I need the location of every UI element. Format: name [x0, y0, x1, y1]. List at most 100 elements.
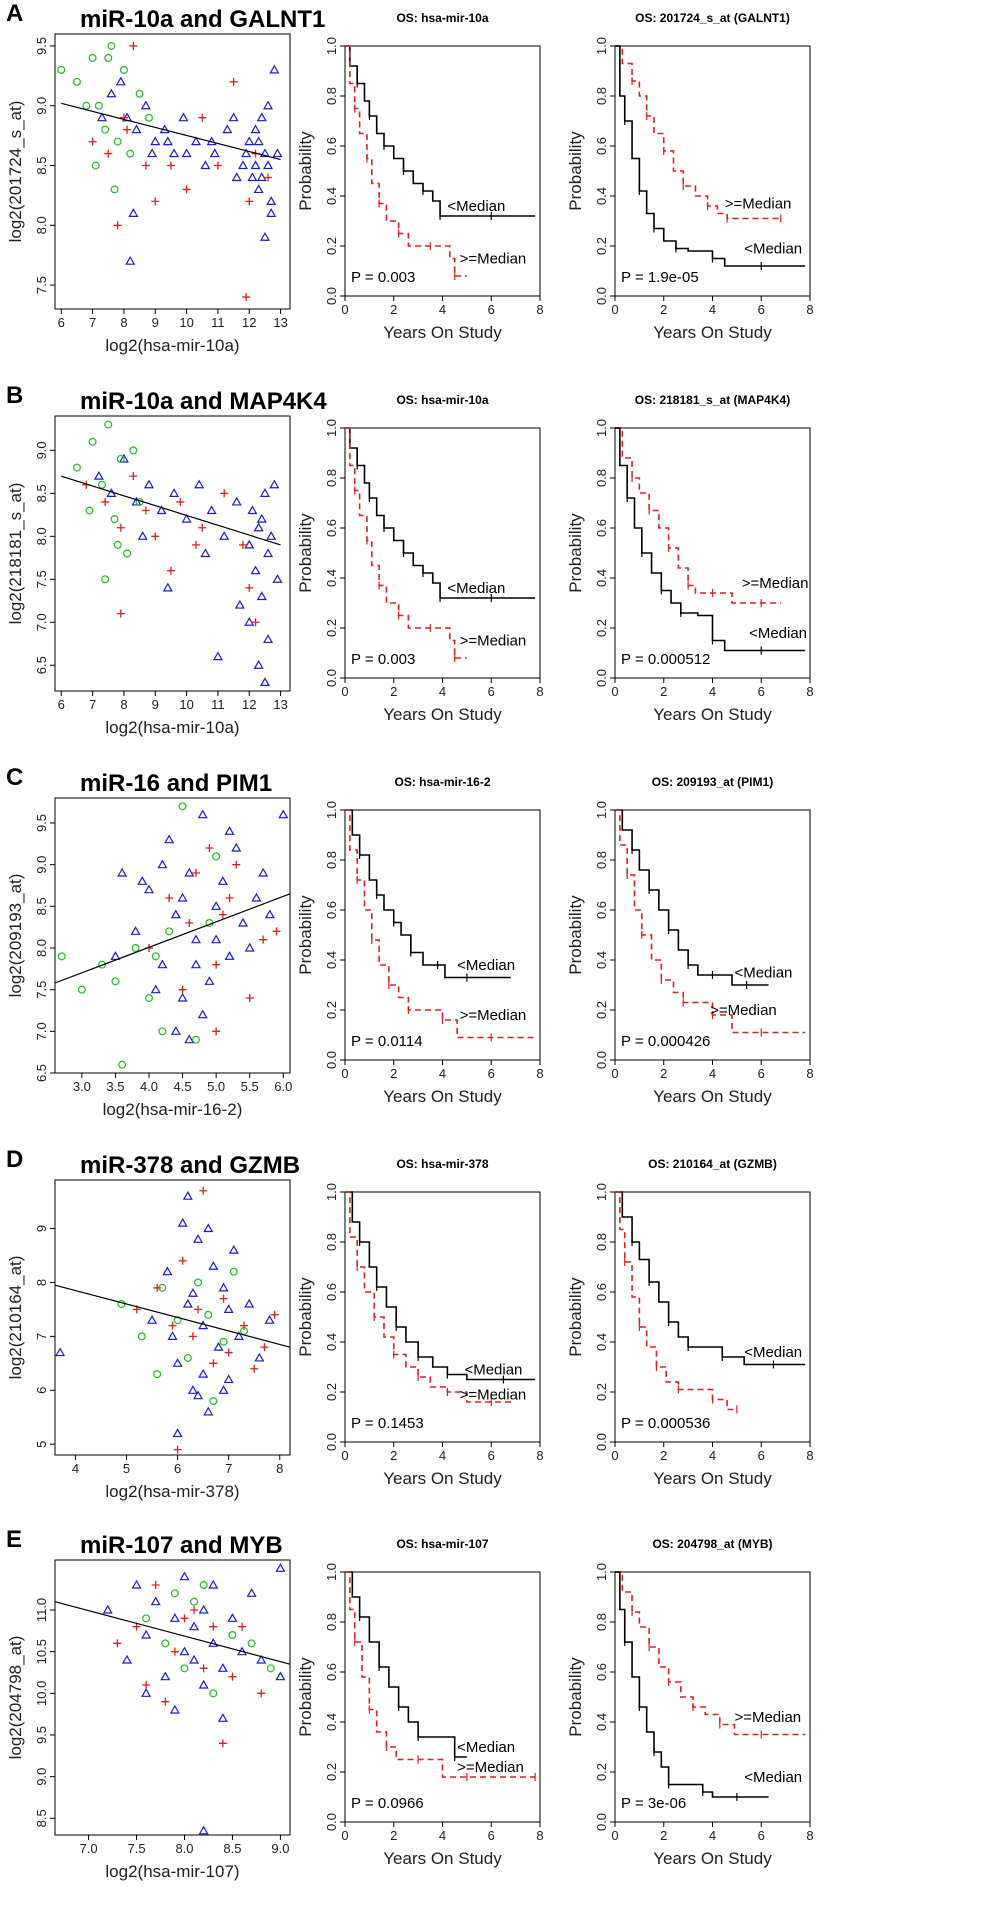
plot-frame — [54, 1559, 291, 1836]
scatter-point — [250, 124, 261, 134]
scatter-point — [129, 472, 138, 481]
scatter-point — [110, 951, 121, 960]
y-axis-label: Probability — [566, 1657, 585, 1737]
x-tick-label: 6 — [758, 302, 765, 317]
survival-curve — [615, 45, 781, 220]
scatter-point — [147, 1314, 158, 1324]
y-tick-label: 9.0 — [34, 1768, 49, 1786]
panel-letter: A — [6, 0, 24, 27]
km-plot: OS: hsa-mir-107 0 2 4 6 8 0.0 0.2 0.4 0.6 0.8 1.0 Ye… — [296, 1537, 544, 1868]
x-tick-label: 4 — [439, 1448, 446, 1463]
scatter-point — [166, 566, 175, 575]
scatter-point — [247, 505, 258, 515]
curve-label: >=Median — [734, 1709, 801, 1726]
scatter-point — [247, 172, 258, 182]
scatter-point — [198, 1604, 209, 1614]
y-tick-label: 8.0 — [34, 939, 49, 957]
scatter-point — [141, 161, 150, 170]
x-tick-label: 4 — [709, 684, 716, 699]
scatter-point — [198, 1368, 209, 1378]
regression-line — [54, 1601, 291, 1665]
x-tick-label: 8 — [536, 1828, 543, 1843]
y-tick-label: 7.0 — [34, 1022, 49, 1040]
scatter-point — [82, 101, 91, 110]
figure-row-a: A miR-10a and GALNT1 6 7 8 9 10 11 12 13 7.5 8.0 8… — [0, 0, 1000, 380]
scatter-point — [228, 1244, 239, 1254]
scatter-point — [254, 1352, 265, 1362]
scatter-point — [192, 540, 200, 549]
scatter-point — [250, 565, 261, 575]
x-tick-label: 13 — [273, 697, 287, 712]
x-tick-label: 4 — [72, 1461, 79, 1476]
x-tick-label: 5.5 — [241, 1079, 259, 1094]
curve-label: <Median — [447, 580, 505, 597]
scatter-point — [147, 148, 158, 158]
scatter-point — [102, 1604, 113, 1614]
scatter-point — [224, 826, 235, 835]
panel-letter: E — [6, 1526, 23, 1553]
x-tick-label: 6 — [758, 1448, 765, 1463]
curve-label: >=Median — [460, 633, 527, 650]
y-tick-label: 0.6 — [324, 519, 339, 537]
km-title: OS: hsa-mir-16-2 — [394, 775, 490, 789]
scatter-point — [204, 976, 215, 985]
scatter-point — [231, 172, 242, 182]
y-tick-label: 8.0 — [34, 527, 49, 545]
scatter-point — [218, 1739, 227, 1748]
scatter-point — [199, 1186, 208, 1195]
y-tick-label: 0.8 — [324, 469, 339, 487]
curve-label: <Median — [447, 198, 505, 215]
y-tick-label: 0.0 — [324, 287, 339, 305]
km-plot: OS: hsa-mir-10a 0 2 4 6 8 0.0 0.2 0.4 0.6 0.8 1.0 Ye… — [296, 11, 544, 342]
x-tick-label: 6 — [58, 315, 65, 330]
scatter-point — [57, 65, 66, 74]
y-axis-label: Probability — [566, 895, 585, 975]
km-plot: OS: hsa-mir-378 0 2 4 6 8 0.0 0.2 0.4 0.6 0.8 1.0 Ye… — [296, 1157, 544, 1488]
plot-frame — [54, 797, 291, 1074]
x-tick-label: 8 — [806, 302, 813, 317]
x-axis-label: log2(hsa-mir-10a) — [105, 336, 239, 355]
km-title: OS: hsa-mir-378 — [396, 1157, 488, 1171]
scatter-point — [244, 539, 255, 549]
scatter-point — [126, 149, 135, 158]
x-tick-label: 2 — [390, 684, 397, 699]
scatter-point — [150, 1596, 161, 1606]
scatter-point — [263, 548, 274, 558]
scatter-plot: 4 5 6 7 8 5 6 7 8 9 log2(hsa-mir-378) log2(210164_a… — [6, 1179, 291, 1501]
scatter-point — [197, 809, 208, 819]
scatter-point — [113, 221, 122, 230]
x-tick-label: 12 — [242, 315, 256, 330]
x-tick-label: 2 — [390, 302, 397, 317]
scatter-point — [162, 136, 173, 146]
scatter-point — [172, 1428, 183, 1438]
scatter-point — [129, 41, 138, 50]
scatter-point — [169, 1704, 180, 1714]
scatter-point — [237, 160, 249, 170]
scatter-point — [275, 1563, 286, 1572]
x-axis-label: Years On Study — [383, 323, 502, 342]
scatter-point — [240, 1321, 249, 1330]
y-tick-label: 0.4 — [324, 1333, 339, 1351]
scatter-point — [259, 488, 270, 497]
scatter-point — [192, 1035, 201, 1044]
scatter-point — [137, 1332, 146, 1341]
scatter-plot: 6 7 8 9 10 11 12 13 7.5 8.0 8.5 9.0 9.5 log2(hsa-mir-… — [6, 33, 291, 355]
y-axis-label: Probability — [566, 513, 585, 593]
y-tick-label: 6.5 — [34, 1064, 49, 1082]
scatter-point — [212, 651, 223, 661]
x-tick-label: 6.0 — [274, 1079, 292, 1094]
x-axis-label: Years On Study — [383, 1469, 502, 1488]
scatter-point — [259, 232, 270, 241]
scatter-point — [218, 1282, 229, 1292]
p-value: P = 0.0114 — [351, 1033, 423, 1050]
x-tick-label: 6 — [758, 1828, 765, 1843]
p-value: P = 0.000536 — [621, 1415, 710, 1432]
x-tick-label: 13 — [273, 315, 287, 330]
scatter-point — [151, 1581, 160, 1589]
scatter-point — [266, 208, 277, 217]
x-tick-label: 2 — [660, 1448, 667, 1463]
x-tick-label: 8 — [536, 684, 543, 699]
scatter-point — [232, 860, 241, 869]
x-tick-label: 8 — [806, 1448, 813, 1463]
scatter-point — [97, 480, 106, 489]
